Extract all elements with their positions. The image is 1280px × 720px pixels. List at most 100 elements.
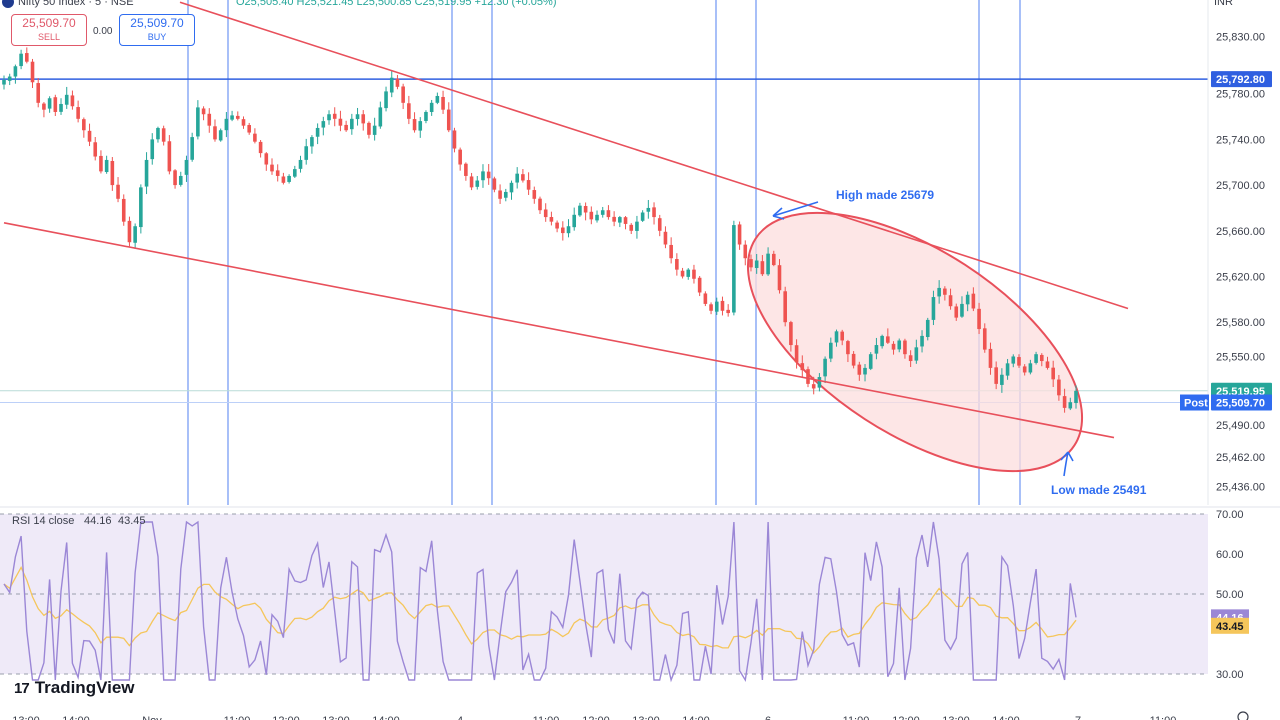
candle-up[interactable] xyxy=(595,210,599,223)
time-axis[interactable]: 13:00 14:00 Nov 11:00 12:00 13:00 14:00 4 11:00 1… xyxy=(12,711,1249,720)
price-pane[interactable]: High made 25679 Low made 25491 xyxy=(0,0,1208,523)
candle-down[interactable] xyxy=(1051,360,1055,388)
candle-up[interactable] xyxy=(178,171,183,187)
candle-down[interactable] xyxy=(441,90,445,114)
candle-down[interactable] xyxy=(361,110,366,131)
candle-up[interactable] xyxy=(874,337,879,360)
candle-up[interactable] xyxy=(834,329,839,347)
candle-down[interactable] xyxy=(886,328,890,344)
candle-down[interactable] xyxy=(401,83,405,110)
candle-up[interactable] xyxy=(310,135,314,154)
rsi-ma-badge[interactable]: 43.45 xyxy=(1211,617,1249,634)
candle-down[interactable] xyxy=(851,351,856,369)
candle-up[interactable] xyxy=(754,254,759,274)
candle-up[interactable] xyxy=(920,330,924,353)
candle-up[interactable] xyxy=(7,73,12,86)
candle-down[interactable] xyxy=(247,122,251,135)
candle-down[interactable] xyxy=(36,78,41,108)
candle-down[interactable] xyxy=(663,226,668,249)
candle-up[interactable] xyxy=(1074,385,1078,409)
candle-up[interactable] xyxy=(766,247,770,276)
candle-down[interactable] xyxy=(161,125,166,146)
lower-trendline[interactable] xyxy=(3,222,1115,439)
candle-up[interactable] xyxy=(47,96,52,113)
candle-up[interactable] xyxy=(355,107,360,126)
candle-down[interactable] xyxy=(1045,356,1050,370)
candle-up[interactable] xyxy=(184,155,189,182)
candle-up[interactable] xyxy=(732,220,736,316)
candle-down[interactable] xyxy=(407,95,411,125)
hline-price-badge[interactable]: 25,792.80 xyxy=(1211,71,1272,88)
candle-up[interactable] xyxy=(19,49,23,70)
candle-up[interactable] xyxy=(13,64,18,84)
candle-down[interactable] xyxy=(891,341,896,355)
candle-down[interactable] xyxy=(93,137,98,161)
candle-up[interactable] xyxy=(1028,359,1033,375)
candle-up[interactable] xyxy=(144,152,149,195)
candle-down[interactable] xyxy=(800,355,805,377)
candle-up[interactable] xyxy=(59,98,63,115)
candle-down[interactable] xyxy=(412,112,417,133)
candle-up[interactable] xyxy=(515,167,519,189)
candle-down[interactable] xyxy=(692,264,696,284)
candle-down[interactable] xyxy=(606,205,611,220)
candle-up[interactable] xyxy=(293,165,297,179)
candle-up[interactable] xyxy=(509,180,514,200)
candle-down[interactable] xyxy=(623,216,628,230)
candle-down[interactable] xyxy=(846,339,850,363)
candle-down[interactable] xyxy=(87,123,92,147)
candle-up[interactable] xyxy=(503,188,508,202)
candle-down[interactable] xyxy=(446,102,451,133)
candle-down[interactable] xyxy=(25,47,29,64)
candle-up[interactable] xyxy=(315,123,320,145)
candle-down[interactable] xyxy=(561,221,565,241)
candle-up[interactable] xyxy=(965,291,970,312)
candle-up[interactable] xyxy=(475,176,480,190)
candle-down[interactable] xyxy=(464,162,468,181)
candle-up[interactable] xyxy=(817,373,822,392)
candle-down[interactable] xyxy=(720,296,725,316)
candle-down[interactable] xyxy=(1039,353,1044,367)
candle-down[interactable] xyxy=(532,186,537,204)
candle-down[interactable] xyxy=(555,220,559,233)
candle-up[interactable] xyxy=(880,334,884,349)
post-price-badge[interactable]: 25,509.70 xyxy=(1211,394,1272,411)
candle-down[interactable] xyxy=(110,157,115,191)
candle-up[interactable] xyxy=(914,339,919,364)
candle-down[interactable] xyxy=(1057,374,1061,401)
candle-up[interactable] xyxy=(1011,354,1016,368)
candle-up[interactable] xyxy=(714,297,719,315)
candle-down[interactable] xyxy=(703,291,708,307)
candle-up[interactable] xyxy=(600,206,605,218)
candle-up[interactable] xyxy=(133,223,137,249)
candle-down[interactable] xyxy=(652,202,656,225)
symbol-title[interactable]: Nifty 50 Index · 5 · NSE xyxy=(18,0,134,8)
candle-down[interactable] xyxy=(971,287,976,312)
candle-down[interactable] xyxy=(903,338,907,359)
candle-up[interactable] xyxy=(196,100,200,140)
candle-down[interactable] xyxy=(783,286,787,327)
candle-up[interactable] xyxy=(897,338,902,353)
candle-down[interactable] xyxy=(82,117,86,138)
candle-down[interactable] xyxy=(857,361,862,381)
candle-up[interactable] xyxy=(572,207,577,231)
candle-up[interactable] xyxy=(378,101,383,129)
candle-up[interactable] xyxy=(429,99,434,116)
candle-down[interactable] xyxy=(275,164,280,182)
candle-down[interactable] xyxy=(994,361,998,390)
candle-down[interactable] xyxy=(486,164,491,185)
candle-up[interactable] xyxy=(931,290,936,326)
candle-up[interactable] xyxy=(1000,368,1004,393)
candle-down[interactable] xyxy=(669,237,673,264)
candle-up[interactable] xyxy=(418,117,423,138)
candle-down[interactable] xyxy=(709,302,713,315)
candle-up[interactable] xyxy=(156,126,160,143)
candle-down[interactable] xyxy=(258,140,263,158)
candle-up[interactable] xyxy=(823,356,827,383)
candle-down[interactable] xyxy=(235,111,240,121)
candle-down[interactable] xyxy=(253,128,257,144)
candle-up[interactable] xyxy=(104,155,109,174)
candle-up[interactable] xyxy=(64,86,69,109)
candle-down[interactable] xyxy=(948,288,953,310)
candle-down[interactable] xyxy=(76,100,80,123)
